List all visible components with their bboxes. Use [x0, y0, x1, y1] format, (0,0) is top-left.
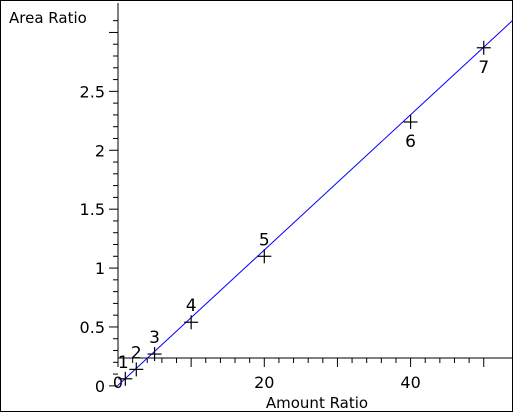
point-label: 7 [478, 58, 489, 78]
data-point: 2 [129, 343, 144, 377]
data-points: 1 23 4 5 6 7 [118, 40, 491, 386]
point-label: 1 [118, 353, 129, 373]
point-label: 4 [186, 296, 197, 316]
y-tick-label: 0 [95, 377, 105, 396]
x-tick-label: 20 [254, 373, 274, 392]
data-point: 5 [257, 230, 272, 264]
data-point: 3 [147, 328, 162, 362]
data-point: 1 [118, 353, 133, 386]
point-label: 5 [259, 230, 270, 250]
y-tick-label: 0.5 [80, 318, 105, 337]
point-label: 6 [405, 132, 416, 152]
point-label: 2 [131, 343, 142, 363]
data-point: 4 [184, 296, 199, 330]
x-axis-ticks: 0 20 40 [113, 358, 485, 392]
data-point: 7 [476, 40, 491, 78]
y-axis-ticks: 0 0.5 1 1.5 2 2.5 [80, 20, 118, 396]
y-tick-label: 2.5 [80, 82, 105, 101]
x-tick-label: 40 [400, 373, 420, 392]
y-axis-title: Area Ratio [9, 9, 87, 27]
x-tick-label: 0 [113, 373, 123, 392]
point-label: 3 [149, 328, 160, 348]
regression-line [117, 19, 513, 386]
y-tick-label: 2 [95, 141, 105, 160]
y-tick-label: 1.5 [80, 200, 105, 219]
axes: 0 0.5 1 1.5 2 2.5 0 20 40 [80, 3, 513, 396]
data-point: 6 [403, 114, 418, 152]
x-axis-title: Amount Ratio [266, 394, 368, 412]
y-tick-label: 1 [95, 259, 105, 278]
